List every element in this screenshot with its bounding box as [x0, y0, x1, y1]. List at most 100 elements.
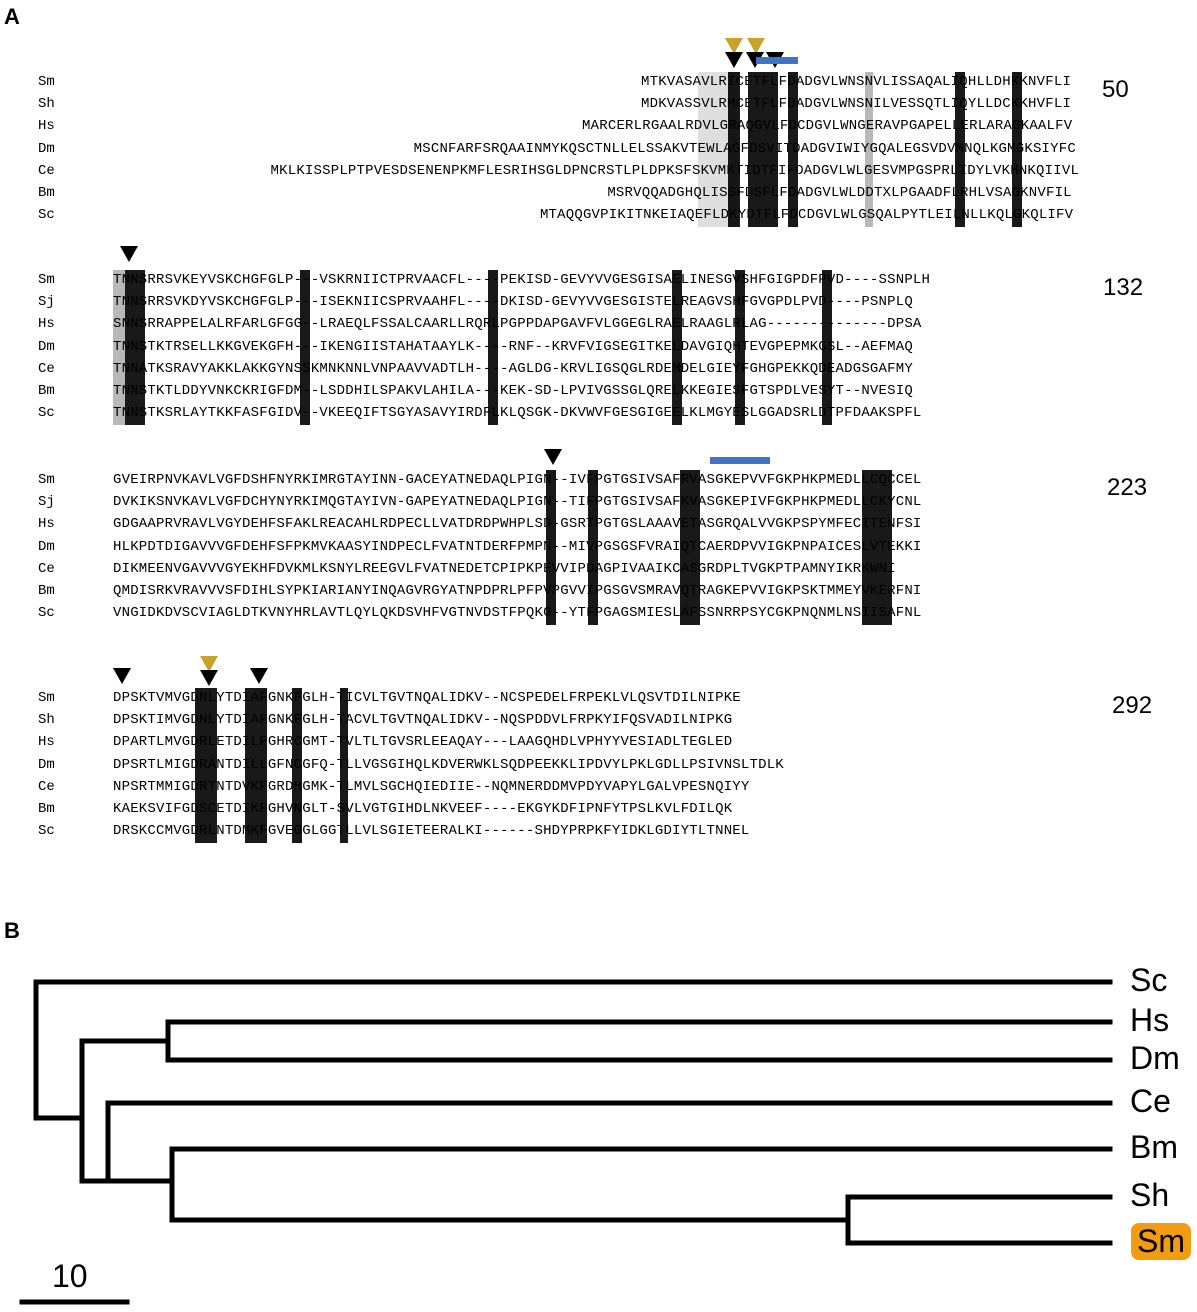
- sequence-row: MARCERLRGAALRDVLGRAQGVLFDCDGVLWNGERAVPGA…: [582, 118, 1073, 135]
- conserved-column-shade: [955, 72, 965, 228]
- conserved-column-shade: [680, 470, 700, 626]
- block-end-position: 132: [1103, 274, 1144, 301]
- tree-leaf-bm: Bm: [1130, 1129, 1178, 1165]
- conserved-column-shade: [245, 688, 267, 844]
- tree-leaf-sh: Sh: [1130, 1177, 1170, 1213]
- sequence-row: QMDISRKVRAVVVSFDIHLSYPKIARIANYINQAGVRGYA…: [113, 583, 922, 599]
- conserved-column-shade: [300, 270, 310, 426]
- panel-a-label: A: [4, 4, 20, 29]
- black-triangle-marker-icon: [200, 670, 218, 686]
- sequence-row: KAEKSVIFGDSCETDIKFGHVNGLT-SVLVGTGIHDLNKV…: [113, 801, 733, 817]
- sequence-row: MDKVASSVLRMCETFLFDADGVLWNSNILVESSQTLIQYL…: [641, 96, 1072, 113]
- gold-triangle-marker-icon: [747, 38, 765, 54]
- sequence-row: GVEIRPNVKAVLVGFDSHFNYRKIMRGTAYINN-GACEYA…: [113, 472, 922, 488]
- sequence-row: TNNATKSRAVYAKKLAKKGYNSSKMNKNNLVNPAAVVADT…: [113, 360, 913, 377]
- gold-triangle-marker-icon: [725, 38, 743, 54]
- conserved-column-shade: [125, 270, 145, 426]
- species-label: Bm: [38, 583, 55, 599]
- scale-label: 10: [52, 1258, 88, 1294]
- block-end-position: 292: [1112, 692, 1153, 719]
- tree-leaf-sc: Sc: [1130, 962, 1168, 998]
- block-end-position: 50: [1102, 76, 1129, 103]
- sequence-row: TNNSRRSVKEYVSKCHGFGLP---VSKRNIICTPRVAACF…: [113, 272, 931, 288]
- species-label: Ce: [38, 778, 55, 795]
- black-triangle-marker-icon: [250, 668, 268, 684]
- species-label: Ce: [38, 560, 55, 577]
- species-label: Dm: [38, 140, 55, 157]
- conserved-column-shade: [488, 270, 498, 426]
- species-label: Dm: [38, 338, 55, 355]
- species-label: Hs: [38, 316, 55, 333]
- sequence-row: DPSKTVMVGDNLYTDIAFGNKFGLH-TICVLTGVTNQALI…: [113, 690, 741, 706]
- species-label: Sc: [38, 207, 55, 224]
- tree-leaf-dm: Dm: [1130, 1040, 1180, 1076]
- conserved-column-shade: [113, 270, 125, 426]
- motif-bar: [756, 57, 798, 64]
- sequence-row: NPSRTMMIGDRTNTDVKFGRDHGMK-TLMVLSGCHQIEDI…: [113, 778, 750, 795]
- conserved-column-shade: [340, 688, 348, 844]
- species-label: Ce: [38, 162, 55, 179]
- conserved-column-shade: [748, 72, 778, 228]
- species-label: Sh: [38, 712, 55, 729]
- conserved-column-shade: [728, 72, 740, 228]
- conserved-column-shade: [788, 72, 798, 228]
- tree-leaf-hs: Hs: [1130, 1002, 1170, 1038]
- species-label: Sc: [38, 405, 55, 422]
- sequence-row: DIKMEENVGAVVVGYEKHFDVKMLKSNYLREEGVLFVATN…: [113, 560, 896, 577]
- species-label: Sj: [38, 494, 55, 511]
- species-label: Sm: [38, 74, 55, 90]
- species-label: Hs: [38, 118, 55, 135]
- phylogenetic-tree: [19, 979, 1113, 1305]
- tree-leaf-sm: Sm: [1131, 1223, 1191, 1260]
- sequence-row: MTKVASAVLRICETFLFDADGVLWNSNVLISSAQALIQHL…: [641, 74, 1072, 90]
- conserved-column-shade: [822, 270, 832, 426]
- sequence-row: MTAQQGVPIKITNKEIAQEFLDKYDTFLFDCDGVLWLGSQ…: [539, 207, 1074, 224]
- species-label: Sj: [38, 294, 55, 311]
- species-label: Sh: [38, 96, 55, 113]
- sequence-row: GDGAAPRVRAVLVGYDEHFSFAKLREACAHLRDPECLLVA…: [113, 516, 922, 533]
- sequence-row: DPSKTIMVGDNLYTDIAFGNKFGLH-TACVLTGVTNQALI…: [113, 712, 733, 729]
- conserved-column-shade: [865, 72, 873, 228]
- panel-b-label: B: [4, 918, 20, 943]
- black-triangle-marker-icon: [746, 52, 764, 68]
- species-label: Hs: [38, 516, 55, 533]
- species-label: Sm: [38, 272, 55, 288]
- species-label: Sm: [38, 472, 55, 488]
- sequence-row: MKLKISSPLPTPVESDSENENPKMFLESRIHSGLDPNCRS…: [270, 162, 1080, 179]
- black-triangle-marker-icon: [725, 52, 743, 68]
- sequence-row: TNNSTKTLDDYVNKCKRIGFDM--LSDDHILSPAKVLAHI…: [113, 383, 913, 399]
- sequence-row: DPARTLMVGDRLETDILFGHRCGMT-TVLTLTGVSRLEEA…: [113, 734, 733, 751]
- sequence-row: VNGIDKDVSCVIAGLDTKVNYHRLAVTLQYLQKDSVHFVG…: [113, 605, 922, 622]
- gold-triangle-marker-icon: [200, 656, 218, 672]
- species-label: Sm: [38, 690, 55, 706]
- sequence-row: DVKIKSNVKAVLVGFDCHYNYRKIMQGTAYIVN-GAPEYA…: [113, 494, 922, 511]
- species-label: Sc: [38, 605, 55, 622]
- conserved-column-shade: [672, 270, 682, 426]
- sequence-row: DPSRTLMIGDRANTDILLGFNCGFQ-TLLVGSGIHQLKDV…: [113, 756, 784, 773]
- sequence-row: TNNSRRSVKDYVSKCHGFGLP---ISEKNIICSPRVAAHF…: [113, 294, 913, 311]
- black-triangle-marker-icon: [120, 246, 138, 262]
- tree-leaf-ce: Ce: [1130, 1083, 1171, 1119]
- species-label: Ce: [38, 360, 55, 377]
- sequence-row: TNNSTKTRSELLKKGVEKGFH---IKENGIISTAHATAAY…: [113, 338, 913, 355]
- motif-bar: [710, 457, 770, 464]
- species-label: Hs: [38, 734, 55, 751]
- species-label: Sc: [38, 823, 55, 840]
- conserved-column-shade: [735, 270, 745, 426]
- species-label: Dm: [38, 538, 55, 555]
- species-label: Bm: [38, 383, 55, 399]
- black-triangle-marker-icon: [113, 668, 131, 684]
- sequence-row: DRSKCCMVGDRLNTDMKFGVEGGLGGTLLVLSGIETEERA…: [113, 823, 750, 840]
- sequence-row: MSCNFARFSRQAAINMYKQSCTNLLELSSAKVTEWLAGFD…: [413, 140, 1076, 157]
- conserved-column-shade: [195, 688, 217, 844]
- conserved-column-shade: [546, 470, 556, 626]
- sequence-row: SNNSRRAPPELALRFARLGFGG--LRAEQLFSSALCAARL…: [113, 316, 922, 333]
- block-end-position: 223: [1107, 474, 1148, 501]
- sequence-row: TNNSTKSRLAYTKKFASFGIDV--VKEEQIFTSGYASAVY…: [113, 405, 922, 422]
- conserved-column-shade: [292, 688, 302, 844]
- conserved-column-shade: [862, 470, 892, 626]
- black-triangle-marker-icon: [544, 449, 562, 465]
- conserved-column-shade: [588, 470, 598, 626]
- conserved-column-shade: [1012, 72, 1022, 228]
- species-label: Dm: [38, 756, 55, 773]
